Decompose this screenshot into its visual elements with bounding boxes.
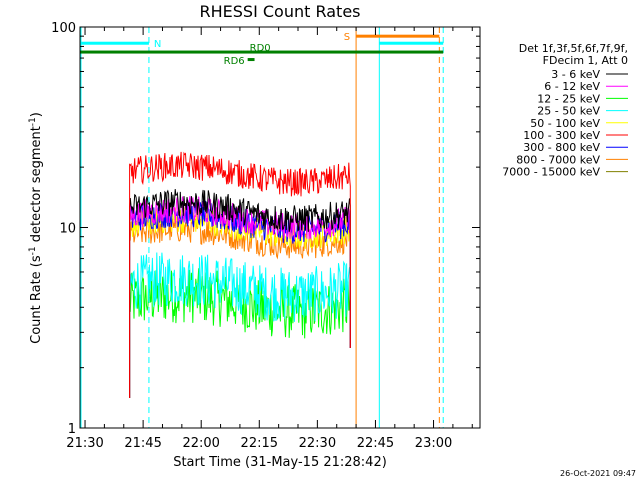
series-line-3 [129, 252, 351, 398]
legend-label-6: 300 - 800 keV [523, 141, 600, 154]
decimation-bar [80, 50, 444, 54]
x-tick-label-5: 22:45 [357, 436, 394, 451]
legend-label-7: 800 - 7000 keV [516, 153, 600, 166]
x-tick-label-4: 22:30 [299, 436, 336, 451]
legend-label-5: 100 - 300 keV [523, 129, 600, 142]
legend-header-1: Det 1f,3f,5f,6f,7f,9f, [519, 42, 628, 55]
y-axis-label-end: ) [29, 112, 44, 117]
y-axis-label-exp2: -1 [28, 117, 38, 126]
y-axis-label-main: Count Rate (s [29, 255, 44, 344]
plot-area: N S RD0 RD6 [80, 27, 444, 428]
legend: Det 1f,3f,5f,6f,7f,9f, FDecim 1, Att 0 3… [502, 42, 628, 179]
saa-bar [356, 34, 440, 38]
night-label: N [154, 39, 161, 50]
y-axis-label-mid: detector segment [29, 126, 44, 246]
saa-label: S [344, 32, 350, 43]
x-axis-label: Start Time (31-May-15 21:28:42) [173, 455, 387, 470]
legend-label-1: 6 - 12 keV [544, 80, 600, 93]
chart-title: RHESSI Count Rates [200, 2, 361, 21]
night-bar-2 [379, 41, 444, 45]
y-axis: 1 10 100 [51, 21, 480, 437]
y-axis-label: Count Rate (s-1 detector segment-1) [28, 112, 44, 344]
series-line-5 [129, 151, 351, 398]
x-tick-label-1: 21:45 [124, 436, 161, 451]
y-tick-label-2: 100 [51, 21, 76, 36]
x-tick-label-3: 22:15 [241, 436, 278, 451]
series-line-0 [129, 189, 351, 398]
legend-label-2: 12 - 25 keV [537, 92, 600, 105]
timestamp: 26-Oct-2021 09:47 [560, 469, 636, 478]
x-tick-label-2: 22:00 [182, 436, 219, 451]
legend-label-4: 50 - 100 keV [530, 117, 600, 130]
rd6-marker [247, 58, 255, 62]
legend-label-8: 7000 - 15000 keV [502, 166, 600, 179]
night-bar [80, 41, 149, 45]
x-tick-label-6: 23:00 [415, 436, 452, 451]
x-axis: 21:30 21:45 22:00 22:15 22:30 22:45 23:00 [66, 27, 473, 451]
y-tick-label-1: 10 [59, 222, 76, 237]
legend-label-3: 25 - 50 keV [537, 105, 600, 118]
legend-header-2: FDecim 1, Att 0 [543, 54, 628, 67]
x-tick-label-0: 21:30 [66, 436, 103, 451]
rd0-label: RD0 [250, 43, 271, 54]
y-axis-label-exp1: -1 [28, 246, 38, 255]
legend-label-0: 3 - 6 keV [551, 68, 600, 81]
rd6-label: RD6 [224, 56, 245, 67]
y-tick-label-0: 1 [68, 422, 76, 437]
